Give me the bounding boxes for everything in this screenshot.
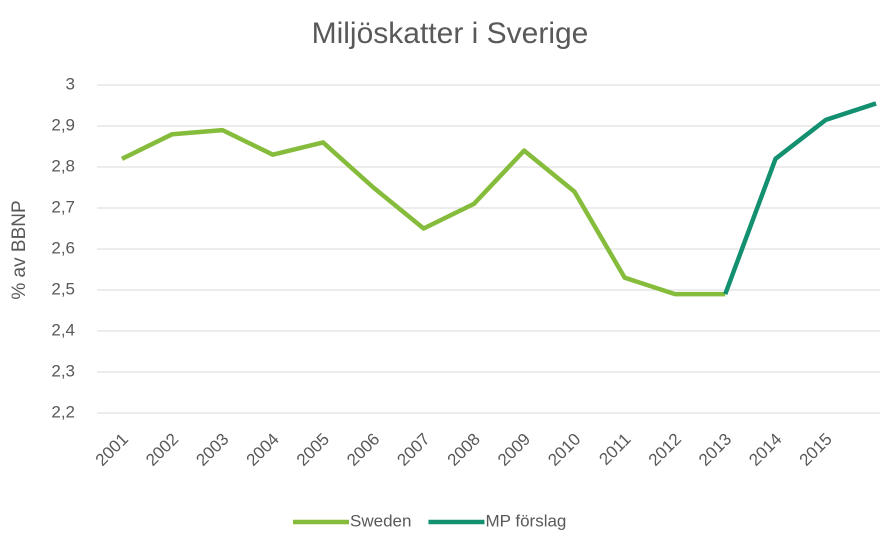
legend-label: Sweden [350, 511, 411, 530]
y-tick-label: 2,5 [51, 279, 75, 298]
x-tick-label: 2005 [293, 430, 333, 470]
y-axis-label: % av BBNP [9, 200, 30, 299]
x-tick-label: 2009 [494, 430, 534, 470]
x-tick-label: 2002 [142, 430, 182, 470]
x-tick-label: 2008 [444, 430, 484, 470]
line-series [121, 127, 726, 297]
legend-label: MP förslag [485, 511, 566, 530]
x-tick-label: 2003 [192, 430, 232, 470]
y-tick-label: 2,4 [51, 320, 75, 339]
x-tick-label: 2010 [544, 430, 584, 470]
x-tick-label: 2013 [695, 430, 735, 470]
x-tick-label: 2011 [595, 430, 634, 469]
x-tick-label: 2014 [745, 430, 785, 470]
x-tick-label: 2007 [393, 430, 433, 470]
y-tick-label: 3 [66, 74, 75, 93]
y-tick-label: 2,3 [51, 361, 75, 380]
chart-title: Miljöskatter i Sverige [312, 17, 589, 50]
line-series [723, 101, 877, 295]
y-tick-label: 2,9 [51, 115, 75, 134]
x-tick-label: 2015 [796, 430, 836, 470]
x-tick-label: 2006 [343, 430, 383, 470]
x-tick-label: 2004 [243, 430, 283, 470]
y-tick-label: 2,7 [51, 197, 75, 216]
y-tick-label: 2,2 [51, 402, 75, 421]
x-tick-label: 2012 [645, 430, 685, 470]
x-tick-label: 2001 [92, 430, 132, 470]
y-tick-label: 2,8 [51, 156, 75, 175]
y-tick-label: 2,6 [51, 238, 75, 257]
